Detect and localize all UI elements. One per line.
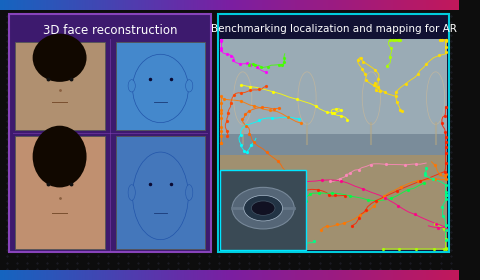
- Text: 3D face reconstruction: 3D face reconstruction: [43, 24, 177, 37]
- Bar: [15, 136, 105, 249]
- Bar: [220, 155, 447, 250]
- Ellipse shape: [132, 152, 188, 240]
- Ellipse shape: [232, 187, 294, 229]
- Circle shape: [252, 201, 275, 215]
- Ellipse shape: [30, 154, 89, 242]
- Bar: [9, 14, 211, 252]
- Bar: [116, 42, 205, 130]
- Bar: [116, 136, 205, 249]
- Bar: [220, 39, 447, 134]
- Ellipse shape: [244, 195, 283, 221]
- Bar: [15, 42, 105, 130]
- Ellipse shape: [33, 34, 86, 82]
- Ellipse shape: [186, 80, 193, 92]
- Ellipse shape: [33, 126, 86, 187]
- Bar: [220, 39, 447, 250]
- Ellipse shape: [128, 80, 135, 92]
- Ellipse shape: [128, 185, 135, 200]
- Ellipse shape: [186, 185, 193, 200]
- Bar: [220, 170, 306, 250]
- Text: Benchmarking localization and mapping for AR: Benchmarking localization and mapping fo…: [211, 24, 456, 34]
- Ellipse shape: [30, 56, 89, 124]
- Bar: [218, 14, 449, 252]
- Ellipse shape: [132, 54, 188, 123]
